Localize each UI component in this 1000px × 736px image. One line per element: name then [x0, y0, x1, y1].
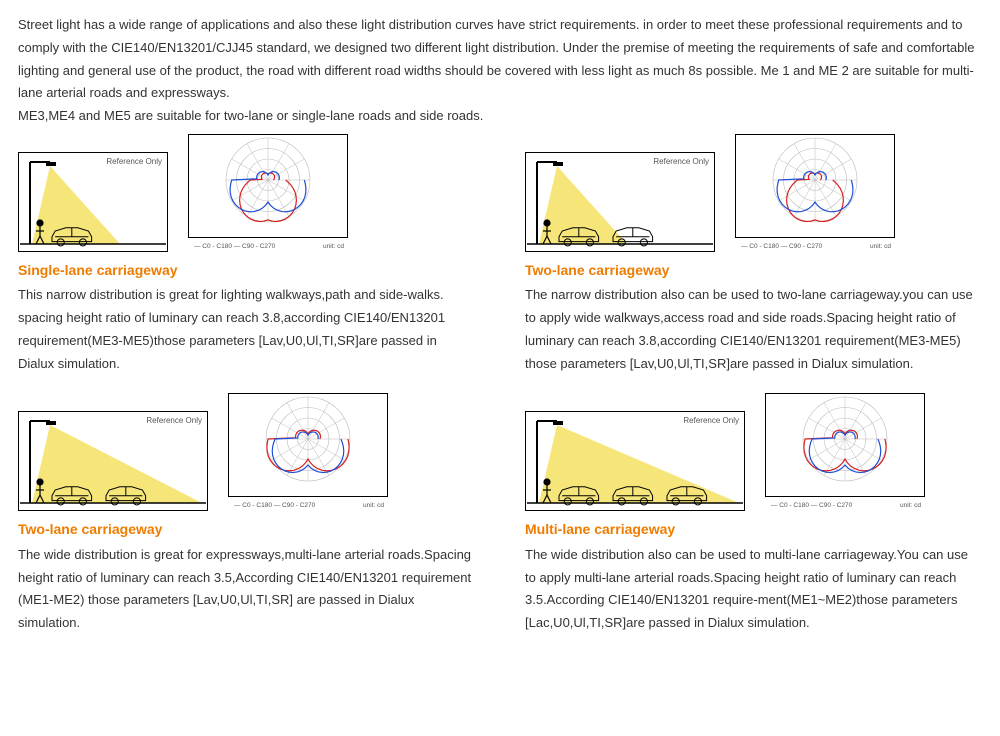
illustration-single-lane: Reference Only — [18, 152, 168, 252]
desc-two-lane-narrow: The narrow distribution also can be used… — [525, 284, 982, 375]
intro-text: Street light has a wide range of applica… — [18, 14, 982, 128]
svg-text:unit: cd: unit: cd — [900, 502, 921, 509]
svg-text:— C0 - C180 — C90 - C270: — C0 - C180 — C90 - C270 — [194, 243, 276, 250]
cell-single-lane: Reference Only — C0 - C180 — C90 - C270 — [18, 134, 475, 376]
svg-text:— C0 - C180 — C90 - C270: — C0 - C180 — C90 - C270 — [771, 502, 853, 509]
heading-two-lane-narrow: Two-lane carriageway — [525, 258, 982, 283]
illustration-two-lane-wide: Reference Only — [18, 411, 208, 511]
svg-text:Reference Only: Reference Only — [106, 157, 162, 166]
svg-text:Reference Only: Reference Only — [146, 416, 202, 425]
polar-two-lane-wide: — C0 - C180 — C90 - C270 unit: cd — [228, 393, 388, 511]
polar-multi-lane: — C0 - C180 — C90 - C270 unit: cd — [765, 393, 925, 511]
svg-text:unit: cd: unit: cd — [363, 502, 384, 509]
heading-single-lane: Single-lane carriageway — [18, 258, 475, 283]
illustration-multi-lane: Reference Only — [525, 411, 745, 511]
desc-two-lane-wide: The wide distribution is great for expre… — [18, 544, 475, 635]
heading-multi-lane: Multi-lane carriageway — [525, 517, 982, 542]
svg-text:— C0 - C180 — C90 - C270: — C0 - C180 — C90 - C270 — [234, 502, 316, 509]
polar-single-lane: — C0 - C180 — C90 - C270 unit: cd — [188, 134, 348, 252]
svg-text:unit: cd: unit: cd — [870, 243, 891, 250]
svg-text:Reference Only: Reference Only — [683, 416, 739, 425]
svg-text:— C0 - C180 — C90 - C270: — C0 - C180 — C90 - C270 — [741, 243, 823, 250]
cell-two-lane-narrow: Reference Only — [525, 134, 982, 376]
cell-two-lane-wide: Reference Only — [18, 393, 475, 635]
svg-text:Reference Only: Reference Only — [653, 157, 709, 166]
heading-two-lane-wide: Two-lane carriageway — [18, 517, 475, 542]
desc-single-lane: This narrow distribution is great for li… — [18, 284, 475, 375]
polar-two-lane-narrow: — C0 - C180 — C90 - C270 unit: cd — [735, 134, 895, 252]
cell-multi-lane: Reference Only — [525, 393, 982, 635]
illustration-two-lane-narrow: Reference Only — [525, 152, 715, 252]
svg-text:unit: cd: unit: cd — [323, 243, 344, 250]
desc-multi-lane: The wide distribution also can be used t… — [525, 544, 982, 635]
distribution-grid: Reference Only — C0 - C180 — C90 - C270 — [18, 134, 982, 635]
